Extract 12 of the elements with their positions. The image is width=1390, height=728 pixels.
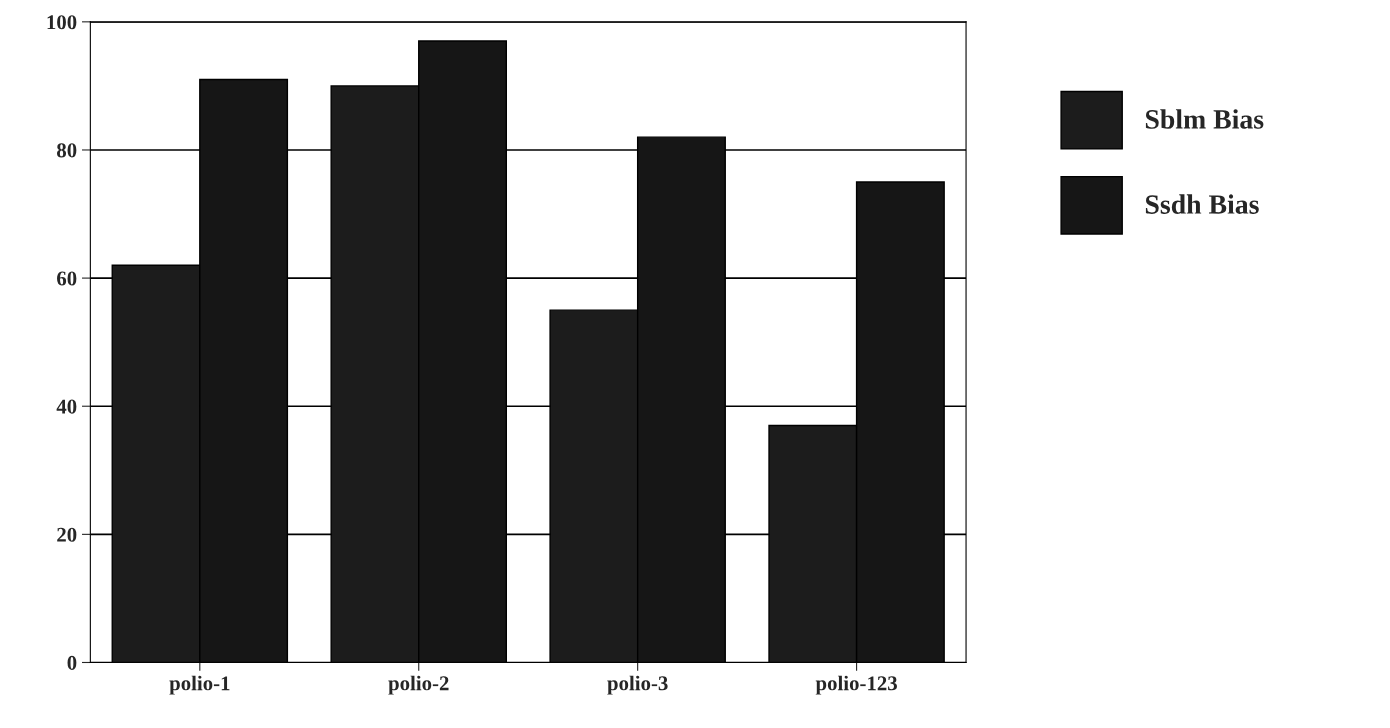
x-tick-label: polio-123 <box>815 675 897 695</box>
y-tick-label: 100 <box>47 15 77 30</box>
legend-label: Ssdh Bias <box>1145 194 1259 214</box>
y-tick-label: 20 <box>57 527 77 542</box>
legend-label: Sblm Bias <box>1145 109 1264 129</box>
y-tick-label: 40 <box>56 399 77 414</box>
x-tick-label: polio-2 <box>388 675 449 695</box>
y-tick-label: 0 <box>67 655 77 670</box>
x-tick-label: polio-3 <box>607 675 668 695</box>
y-tick-label: 80 <box>57 143 77 158</box>
x-tick-label: polio-1 <box>169 675 230 695</box>
y-tick-label: 60 <box>57 271 77 286</box>
